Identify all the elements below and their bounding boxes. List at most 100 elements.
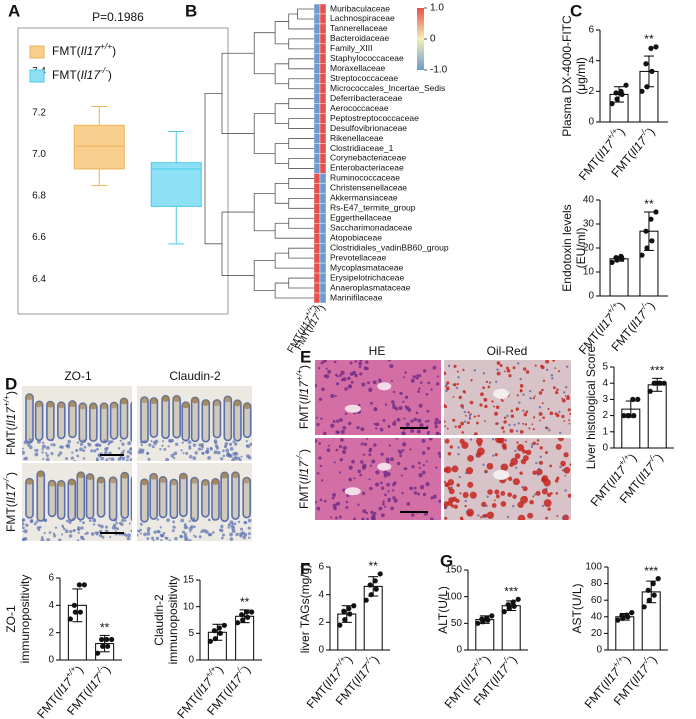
vessel <box>493 388 510 399</box>
lipid-droplet <box>462 368 465 372</box>
nucleus <box>340 378 344 382</box>
heat-cell <box>313 203 321 214</box>
nucleus <box>340 429 345 435</box>
nucleus <box>339 438 344 442</box>
data-point <box>81 582 87 588</box>
lipid-droplet <box>487 489 493 495</box>
brush-border <box>201 479 209 486</box>
nucleus <box>333 360 337 364</box>
nucleus <box>463 410 467 414</box>
nucleus <box>430 517 434 520</box>
brush-border <box>86 473 94 480</box>
nucleus <box>432 365 437 370</box>
nucleus <box>545 487 548 491</box>
nucleus <box>180 449 183 452</box>
lipid-droplet <box>453 364 457 368</box>
heat-cell <box>313 282 321 294</box>
lipid-droplet <box>500 463 509 472</box>
nucleus <box>318 442 322 445</box>
nucleus <box>445 389 448 393</box>
nucleus <box>363 442 368 447</box>
nucleus <box>146 537 150 541</box>
nucleus <box>137 450 142 454</box>
nucleus <box>76 454 80 458</box>
data-point <box>351 603 357 609</box>
nucleus <box>394 407 399 411</box>
nucleus <box>173 456 176 460</box>
nucleus <box>35 448 39 453</box>
nucleus <box>229 520 234 525</box>
nucleus <box>75 448 79 452</box>
heat-cell <box>313 193 321 204</box>
nucleus <box>447 364 451 368</box>
heat-cell <box>313 223 321 234</box>
y-tick-label: 6 <box>318 562 324 573</box>
lipid-droplet <box>567 493 571 498</box>
nucleus <box>330 423 335 428</box>
nucleus <box>184 439 188 442</box>
lipid-droplet <box>484 420 486 423</box>
data-point <box>644 84 650 90</box>
lipid-droplet <box>445 386 450 391</box>
data-point <box>613 90 619 96</box>
nucleus <box>225 448 230 453</box>
lipid-droplet <box>523 412 528 417</box>
dendrogram-branch <box>288 78 314 90</box>
nucleus <box>209 446 213 450</box>
lipid-droplet <box>547 407 550 411</box>
nucleus <box>119 439 122 442</box>
lipid-droplet <box>561 397 563 400</box>
heat-cell <box>313 43 321 55</box>
y-tick-label: 6.4 <box>32 274 46 285</box>
nucleus <box>317 367 321 370</box>
lipid-droplet <box>479 403 483 407</box>
nucleus <box>338 418 343 422</box>
micrograph <box>22 463 132 541</box>
data-point <box>77 609 83 615</box>
y-tick-label: 80 <box>591 578 603 589</box>
nucleus <box>36 439 41 444</box>
nucleus <box>121 442 125 446</box>
nucleus <box>386 472 391 477</box>
nucleus <box>111 525 116 530</box>
nucleus <box>230 524 234 528</box>
nucleus <box>165 536 169 541</box>
heat-cell <box>313 262 321 274</box>
nucleus <box>110 457 115 461</box>
lipid-droplet <box>477 414 480 418</box>
nucleus <box>392 390 396 394</box>
data-point <box>372 578 378 584</box>
nucleus <box>379 380 382 383</box>
data-point <box>341 608 347 614</box>
crypt <box>190 396 200 443</box>
nucleus <box>473 369 476 372</box>
panel-label: B <box>185 1 197 20</box>
data-point <box>373 586 379 592</box>
lipid-droplet <box>453 504 458 509</box>
nucleus <box>335 430 340 434</box>
nucleus <box>417 492 421 496</box>
nucleus <box>90 449 94 453</box>
crypt <box>172 394 181 439</box>
nucleus <box>122 449 125 452</box>
nucleus <box>402 432 406 435</box>
nucleus <box>156 518 160 521</box>
brush-border <box>243 403 251 410</box>
nucleus <box>521 485 524 489</box>
lipid-droplet <box>561 469 565 472</box>
brush-border <box>213 399 221 406</box>
lipid-droplet <box>521 449 527 454</box>
lipid-droplet <box>531 423 534 426</box>
nucleus <box>180 518 185 523</box>
row-label: FMT(Il17+/+) <box>1 391 18 455</box>
lipid-droplet <box>555 391 558 393</box>
lipid-droplet <box>447 451 452 456</box>
nucleus <box>94 531 98 535</box>
nucleus <box>332 492 337 497</box>
data-point <box>635 396 641 402</box>
nucleus <box>68 534 73 538</box>
panel-label: A <box>8 1 20 20</box>
nucleus <box>425 460 428 463</box>
y-tick-label: 0 <box>48 655 54 666</box>
data-point <box>342 616 348 623</box>
